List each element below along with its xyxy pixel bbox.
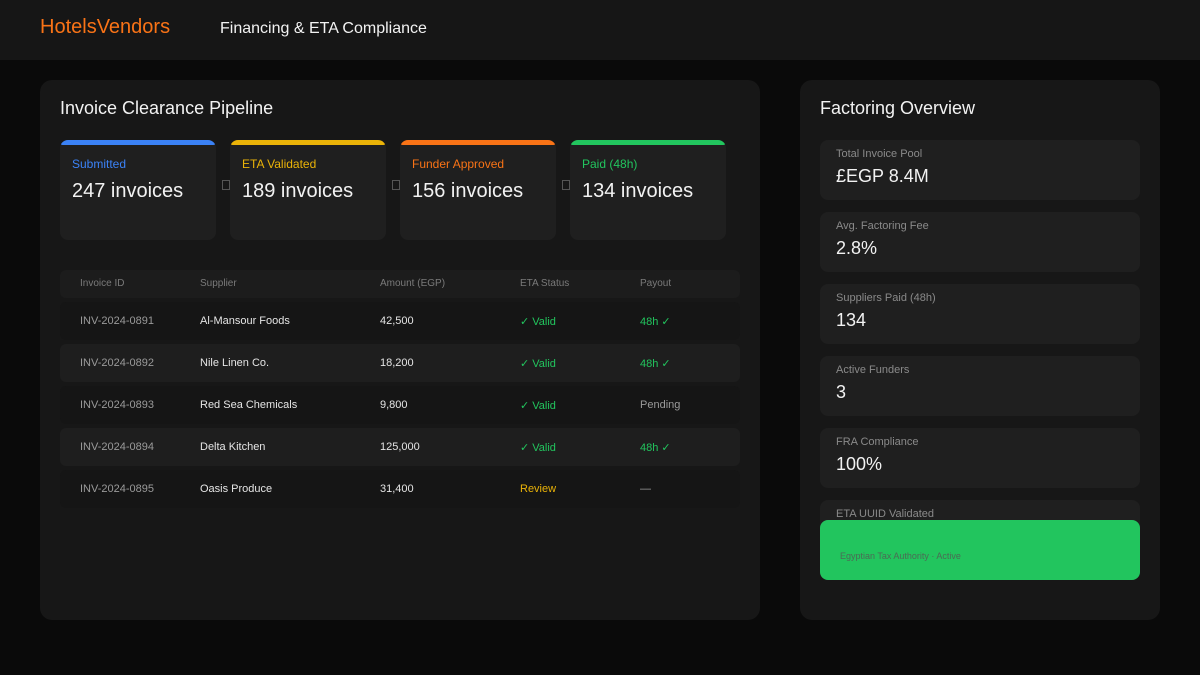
metric-card: Active Funders 3 — [820, 356, 1140, 416]
status: ✓ Valid — [520, 442, 556, 454]
arrow — [562, 180, 570, 190]
metric-label: Active Funders — [836, 364, 910, 376]
stage-value: 134 invoices — [582, 180, 694, 202]
cell: 9,800 — [380, 399, 408, 411]
payout: 48h ✓ — [640, 316, 671, 328]
metric-card: FRA Compliance 100% — [820, 428, 1140, 488]
table-row[interactable]: INV-2024-0892 Nile Linen Co. 18,200 ✓ Va… — [60, 344, 740, 382]
status: ✓ Valid — [520, 400, 556, 412]
arrow — [392, 180, 400, 190]
cell: INV-2024-0895 — [80, 483, 154, 495]
column-header: Supplier — [200, 278, 237, 289]
metric-value: 134 — [836, 310, 867, 330]
stage-card: Submitted 247 invoices — [60, 140, 216, 240]
metric-value: 3 — [836, 382, 847, 402]
metric-label: ETA UUID Validated — [836, 508, 935, 520]
arrow — [222, 180, 230, 190]
stage-card: ETA Validated 189 invoices — [230, 140, 386, 240]
cell: INV-2024-0891 — [80, 315, 154, 327]
header: HotelsVendors Financing & ETA Compliance — [0, 0, 1200, 60]
stage-card: Paid (48h) 134 invoices — [570, 140, 726, 240]
metric-value: 2.8% — [836, 238, 878, 258]
table-header: Invoice ID Supplier Amount (EGP) ETA Sta… — [60, 270, 740, 298]
stage-label: Paid (48h) — [582, 157, 638, 171]
metric-value: 100% — [836, 454, 883, 474]
metric-label: Avg. Factoring Fee — [836, 220, 929, 232]
metric-label: Suppliers Paid (48h) — [836, 292, 936, 304]
metric-card: Suppliers Paid (48h) 134 — [820, 284, 1140, 344]
payout: — — [640, 483, 651, 495]
stage-value: 189 invoices — [242, 180, 354, 202]
cell: 42,500 — [380, 315, 414, 327]
payout: 48h ✓ — [640, 442, 671, 454]
cell: 31,400 — [380, 483, 414, 495]
cell: INV-2024-0893 — [80, 399, 154, 411]
cell: Red Sea Chemicals — [200, 399, 298, 411]
status: ✓ Valid — [520, 316, 556, 328]
table-row[interactable]: INV-2024-0893 Red Sea Chemicals 9,800 ✓ … — [60, 386, 740, 424]
stage-value: 247 invoices — [72, 180, 184, 202]
payout: 48h ✓ — [640, 358, 671, 370]
column-header: ETA Status — [520, 278, 570, 289]
metric-label: FRA Compliance — [836, 436, 919, 448]
metric-label: Total Invoice Pool — [836, 148, 923, 160]
stage-card: Funder Approved 156 invoices — [400, 140, 556, 240]
payout: Pending — [640, 399, 681, 411]
column-header: Amount (EGP) — [380, 278, 446, 289]
panel-title: Factoring Overview — [820, 98, 976, 118]
eta-note: Egyptian Tax Authority · Active — [840, 551, 961, 561]
table-row[interactable]: INV-2024-0894 Delta Kitchen 125,000 ✓ Va… — [60, 428, 740, 466]
stage-label: ETA Validated — [242, 157, 317, 171]
eta-status-banner: Egyptian Tax Authority · Active — [820, 520, 1140, 580]
cell: 125,000 — [380, 441, 420, 453]
table-row[interactable]: INV-2024-0891 Al-Mansour Foods 42,500 ✓ … — [60, 302, 740, 340]
cell: Delta Kitchen — [200, 441, 266, 453]
panel-title: Invoice Clearance Pipeline — [60, 98, 274, 118]
metric-card: Total Invoice Pool £EGP 8.4M — [820, 140, 1140, 200]
stage-label: Submitted — [72, 157, 127, 171]
cell: 18,200 — [380, 357, 414, 369]
cell: Nile Linen Co. — [200, 357, 270, 369]
page-title: Financing & ETA Compliance — [220, 20, 427, 37]
column-header: Payout — [640, 278, 672, 289]
brand[interactable]: HotelsVendors — [40, 16, 171, 38]
cell: Al-Mansour Foods — [200, 315, 290, 327]
status: Review — [520, 483, 557, 495]
table-row[interactable]: INV-2024-0895 Oasis Produce 31,400 Revie… — [60, 470, 740, 508]
status: ✓ Valid — [520, 358, 556, 370]
metric-value: £EGP 8.4M — [836, 166, 929, 186]
column-header: Invoice ID — [80, 278, 125, 289]
stage-label: Funder Approved — [412, 157, 505, 171]
cell: Oasis Produce — [200, 483, 273, 495]
metric-card: Avg. Factoring Fee 2.8% — [820, 212, 1140, 272]
cell: INV-2024-0894 — [80, 441, 154, 453]
stage-value: 156 invoices — [412, 180, 524, 202]
cell: INV-2024-0892 — [80, 357, 154, 369]
